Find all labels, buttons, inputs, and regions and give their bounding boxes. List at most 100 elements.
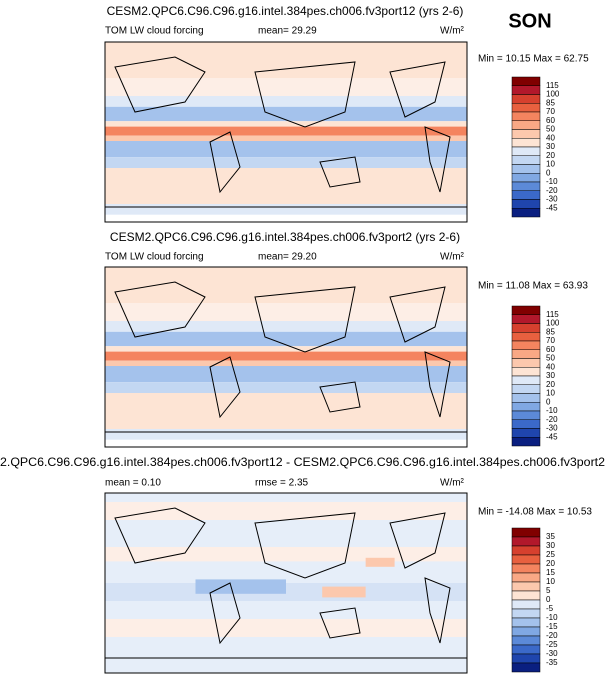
map-fill — [105, 214, 467, 222]
colorbar-label: 70 — [546, 336, 555, 345]
colorbar-label: -45 — [546, 203, 558, 212]
colorbar-box — [511, 129, 541, 139]
colorbar-label: -30 — [546, 195, 558, 204]
colorbar-label: -45 — [546, 432, 558, 441]
min-max: Min = 11.08 Max = 63.93 — [478, 281, 588, 292]
map-fill — [105, 157, 467, 168]
units: W/m² — [440, 26, 465, 37]
colorbar-box — [511, 76, 541, 86]
map-fill — [105, 619, 467, 637]
colorbar-label: 10 — [546, 160, 555, 169]
colorbar-label: 100 — [546, 90, 560, 99]
colorbar-box — [511, 384, 541, 394]
map-fill — [105, 303, 467, 321]
colorbar-label: 30 — [546, 541, 555, 550]
panel-label: mean = 0.10 — [105, 478, 161, 489]
colorbar-box — [511, 402, 541, 412]
coastline — [424, 577, 451, 644]
coastline — [254, 286, 356, 353]
colorbar-label: -10 — [546, 177, 558, 186]
colorbar-box — [511, 314, 541, 324]
units: W/m² — [440, 478, 465, 489]
colorbar-box — [511, 120, 541, 130]
min-max: Min = 10.15 Max = 62.75 — [478, 54, 589, 65]
colorbar-label: 10 — [546, 389, 555, 398]
panel-label: mean= 29.20 — [258, 252, 317, 263]
colorbar-box — [511, 626, 541, 637]
coastline — [209, 131, 241, 194]
colorbar-label: 40 — [546, 133, 555, 142]
colorbar-label: 60 — [546, 345, 555, 354]
colorbar-label: 115 — [546, 81, 559, 90]
panel-label: TOM LW cloud forcing — [105, 252, 204, 263]
colorbar-label: -30 — [546, 424, 558, 433]
coastline — [114, 281, 206, 338]
colorbar-box — [511, 85, 541, 95]
map-frame — [104, 266, 468, 448]
map-fill — [105, 502, 467, 520]
colorbar-label: 70 — [546, 107, 555, 116]
colorbar-label: 100 — [546, 319, 560, 328]
colorbar-label: 30 — [546, 142, 555, 151]
colorbar-label: -30 — [546, 649, 558, 658]
colorbar-box — [511, 181, 541, 191]
map-fill — [105, 382, 467, 393]
colorbar-box — [511, 190, 541, 200]
colorbar-box — [511, 644, 541, 655]
coastline — [209, 582, 241, 645]
coastline — [114, 56, 206, 113]
colorbar-box — [511, 173, 541, 183]
coastline — [114, 507, 206, 564]
colorbar-box — [511, 155, 541, 165]
colorbar-box — [511, 599, 541, 610]
map-fill — [105, 547, 467, 562]
colorbar-box — [511, 323, 541, 333]
map-fill — [105, 360, 467, 366]
colorbar-label: 0 — [546, 595, 551, 604]
colorbar-box — [511, 111, 541, 121]
panel-title: CESM2.QPC6.C96.C96.g16.intel.384pes.ch00… — [110, 230, 460, 244]
colorbar-label: 85 — [546, 327, 555, 336]
coastline — [254, 512, 356, 579]
colorbar-label: 0 — [546, 397, 551, 406]
min-max: Min = -14.08 Max = 10.53 — [478, 507, 592, 518]
colorbar-label: -10 — [546, 406, 558, 415]
colorbar-label: 5 — [546, 586, 551, 595]
colorbar-label: -20 — [546, 415, 558, 424]
map-frame — [104, 41, 468, 223]
panel-title: CESM2.QPC6.C96.C96.g16.intel.384pes.ch00… — [107, 4, 464, 18]
colorbar-box — [511, 375, 541, 385]
colorbar-box — [511, 617, 541, 628]
colorbar-label: 20 — [546, 559, 555, 568]
panel-label: mean= 29.29 — [258, 26, 317, 37]
colorbar-label: 35 — [546, 532, 555, 541]
colorbar-box — [511, 349, 541, 359]
colorbar-label: 85 — [546, 98, 555, 107]
colorbar-box — [511, 635, 541, 646]
colorbar-label: 60 — [546, 116, 555, 125]
colorbar-label: -20 — [546, 631, 558, 640]
map-fill — [105, 168, 467, 204]
map-fill — [365, 557, 395, 567]
colorbar-box — [511, 146, 541, 156]
coastline — [209, 356, 241, 419]
map-fill — [105, 351, 467, 361]
coastline — [389, 286, 446, 343]
colorbar-box — [511, 358, 541, 368]
colorbar-label: 40 — [546, 362, 555, 371]
map-fill — [105, 141, 467, 158]
colorbar-label: 50 — [546, 125, 555, 134]
map-fill — [105, 429, 467, 440]
map-fill — [105, 126, 467, 136]
panel-title: 2.QPC6.C96.C96.g16.intel.384pes.ch006.fv… — [0, 455, 605, 469]
coastline — [254, 61, 356, 128]
coastline — [424, 126, 451, 193]
colorbar-box — [511, 138, 541, 148]
colorbar-box — [511, 332, 541, 342]
map-frame — [104, 492, 468, 674]
colorbar-label: 0 — [546, 168, 551, 177]
colorbar-box — [511, 94, 541, 104]
map-fill — [105, 78, 467, 96]
coastline — [319, 156, 361, 188]
